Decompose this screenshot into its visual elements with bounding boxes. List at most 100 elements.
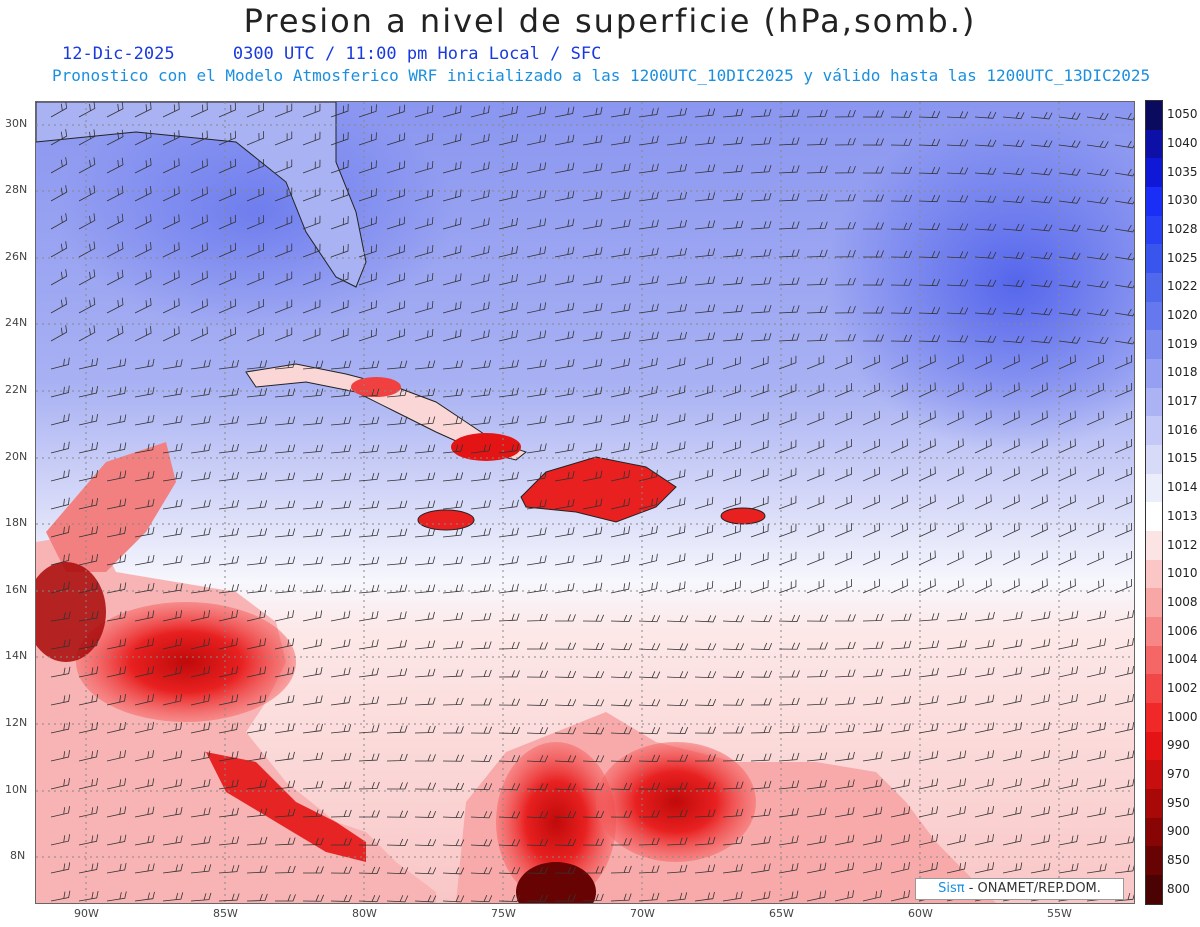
wind-barb <box>750 304 772 314</box>
wind-barb <box>162 665 182 678</box>
wind-barb <box>162 130 180 146</box>
wind-barb <box>890 110 913 118</box>
wind-barb <box>190 242 208 258</box>
wind-barb <box>498 387 519 398</box>
wind-barb <box>778 495 797 510</box>
wind-barb <box>302 723 323 734</box>
puerto-rico-island <box>720 507 766 525</box>
wind-barb <box>218 387 239 398</box>
wind-barb <box>946 111 969 119</box>
wind-barb <box>50 890 71 902</box>
wind-barb <box>190 583 211 594</box>
wind-barb <box>1002 466 1020 482</box>
wind-barb <box>890 723 911 734</box>
wind-barb <box>834 696 856 706</box>
wind-barb <box>162 415 183 426</box>
wind-barb <box>582 330 603 342</box>
colombia-red <box>496 742 616 902</box>
wind-barb <box>162 806 183 818</box>
wind-barb <box>806 221 828 230</box>
wind-barb <box>554 838 577 846</box>
wind-barb <box>330 781 352 790</box>
wind-barb <box>190 807 211 818</box>
wind-barb <box>610 727 633 735</box>
colorbar-label: 970 <box>1167 766 1190 781</box>
wind-barb <box>414 132 434 146</box>
wind-barb <box>358 610 379 622</box>
wind-barb <box>890 889 910 902</box>
wind-barb <box>246 215 265 230</box>
wind-barb <box>750 753 772 762</box>
wind-barb <box>750 725 772 734</box>
wind-barb <box>134 721 154 734</box>
wind-barb <box>610 642 633 651</box>
wind-barb <box>834 834 855 846</box>
wind-barb <box>106 297 124 314</box>
wind-barb <box>862 578 880 594</box>
wind-barb <box>78 470 98 482</box>
wind-barb <box>834 779 855 790</box>
wind-barb <box>134 325 152 342</box>
colorbar-swatch <box>1146 416 1162 446</box>
wind-barb <box>526 894 549 902</box>
wind-barb <box>330 444 352 454</box>
wind-barb <box>274 780 296 790</box>
wind-barb <box>470 839 493 847</box>
wind-barb <box>190 610 210 622</box>
wind-barb <box>778 277 800 286</box>
wind-barb <box>582 582 603 594</box>
wind-barb <box>918 354 936 370</box>
wind-barb <box>274 528 296 538</box>
wind-barb <box>106 834 127 846</box>
wind-barb <box>806 165 828 174</box>
wind-barb <box>302 780 324 790</box>
wind-barb <box>1030 382 1048 398</box>
wind-barb <box>134 610 155 622</box>
wind-barb <box>162 214 180 230</box>
wind-barb <box>694 670 717 679</box>
wind-barb <box>1114 835 1134 846</box>
wind-barb <box>218 779 239 790</box>
wind-barb <box>190 298 208 314</box>
lat-label: 16N <box>5 583 28 596</box>
wind-barb <box>190 694 211 706</box>
wind-barb <box>358 388 380 398</box>
wind-barb <box>694 891 715 902</box>
wind-barb <box>862 194 884 202</box>
wind-barb <box>974 639 995 650</box>
wind-barb <box>638 497 658 510</box>
wind-barb <box>834 250 856 258</box>
graticule <box>36 102 1134 903</box>
wind-barb <box>414 584 436 594</box>
wind-barb <box>498 471 519 482</box>
wind-barb <box>890 640 912 650</box>
wind-barb <box>358 838 381 846</box>
wind-barb <box>274 500 296 510</box>
wind-barb <box>50 297 68 314</box>
wind-barb <box>750 136 772 146</box>
colorbar-swatch <box>1146 846 1162 876</box>
wind-barb <box>1030 224 1053 232</box>
wind-barb <box>582 470 603 482</box>
wind-barb <box>946 722 967 734</box>
wind-barb <box>526 783 549 791</box>
wind-barb <box>974 111 997 119</box>
wind-barb <box>946 750 967 762</box>
wind-barb <box>1030 252 1053 260</box>
wind-barb <box>246 299 265 314</box>
wind-barb <box>1086 224 1109 233</box>
wind-barb <box>806 724 828 734</box>
wind-barb <box>834 641 856 650</box>
wind-barb <box>1086 610 1107 622</box>
wind-barb <box>218 666 239 678</box>
wind-barb <box>1058 382 1076 398</box>
honduras-red <box>76 602 296 722</box>
wind-barb <box>50 553 70 566</box>
wind-barb <box>218 527 239 538</box>
wind-barb <box>386 810 409 818</box>
wind-barb <box>106 470 127 482</box>
wind-barb <box>694 524 714 538</box>
wind-barb <box>386 528 408 538</box>
colorbar-swatch <box>1146 731 1162 761</box>
wind-barb <box>442 528 464 538</box>
